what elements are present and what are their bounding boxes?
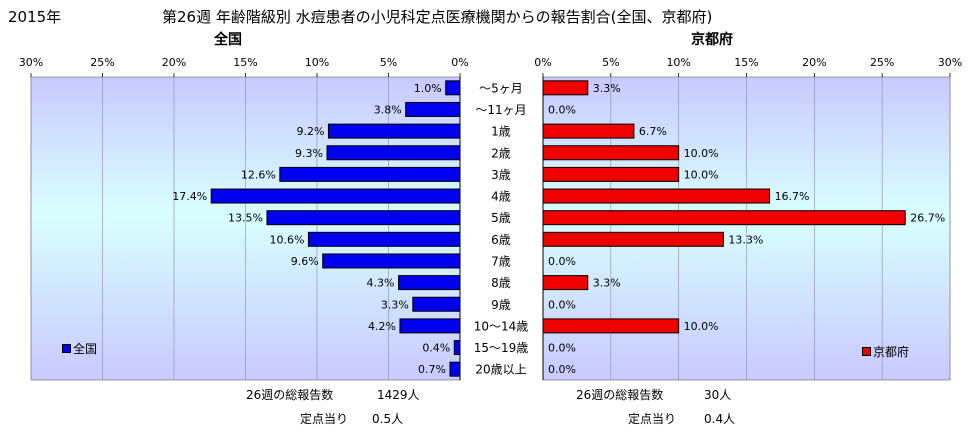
category-label: ～5ヶ月	[479, 81, 523, 95]
category-label: ～11ヶ月	[475, 103, 526, 117]
bar-national	[412, 296, 461, 312]
data-label-national: 3.8%	[374, 103, 402, 116]
category-label: 9歳	[491, 298, 511, 312]
data-label-kyoto: 10.0%	[684, 320, 719, 333]
kyoto-per-label: 定点当り	[628, 412, 677, 426]
bar-kyoto	[542, 231, 724, 247]
bar-national	[210, 188, 461, 204]
data-label-national: 9.6%	[291, 255, 319, 268]
data-label-national: 12.6%	[241, 168, 276, 181]
category-label: 7歳	[491, 254, 511, 268]
bar-national	[322, 253, 461, 269]
bar-kyoto	[542, 80, 589, 96]
data-label-kyoto: 0.0%	[548, 342, 576, 355]
chart-title: 第26週 年齢階級別 水痘患者の小児科定点医療機関からの報告割合(全国、京都府)	[162, 8, 713, 26]
tick-label-national: 30%	[19, 56, 43, 69]
category-label: 3歳	[491, 168, 511, 182]
data-label-national: 4.2%	[368, 320, 396, 333]
bar-national	[405, 101, 461, 117]
kyoto-per-value: 0.4人	[704, 412, 736, 426]
tick-label-kyoto: 10%	[666, 56, 690, 69]
year-label: 2015年	[8, 8, 62, 26]
bar-national	[449, 361, 461, 377]
data-label-national: 9.2%	[296, 125, 324, 138]
bar-national	[327, 123, 461, 139]
bar-national	[266, 210, 461, 226]
category-label: 2歳	[491, 146, 511, 160]
category-label: 6歳	[491, 233, 511, 247]
data-label-kyoto: 10.0%	[684, 168, 719, 181]
tick-label-national: 10%	[305, 56, 329, 69]
bar-kyoto	[542, 318, 680, 334]
bar-kyoto	[542, 210, 906, 226]
data-label-kyoto: 6.7%	[639, 125, 667, 138]
tick-label-kyoto: 20%	[802, 56, 826, 69]
national-total-value: 1429人	[377, 388, 420, 402]
category-label: 8歳	[491, 276, 511, 290]
data-label-national: 9.3%	[295, 147, 323, 160]
data-label-kyoto: 13.3%	[728, 233, 763, 246]
data-label-kyoto: 0.0%	[548, 298, 576, 311]
data-label-national: 1.0%	[414, 82, 442, 95]
category-label: 15～19歳	[474, 341, 529, 355]
category-label: 10～14歳	[474, 319, 529, 333]
data-label-kyoto: 0.0%	[548, 363, 576, 376]
data-label-kyoto: 3.3%	[593, 82, 621, 95]
data-label-national: 0.7%	[418, 363, 446, 376]
tick-label-national: 25%	[90, 56, 114, 69]
bar-national	[398, 275, 461, 291]
legend-kyoto: 京都府	[862, 343, 909, 360]
bar-national	[453, 340, 461, 356]
legend-label-national: 全国	[73, 342, 98, 356]
national-per-value: 0.5人	[372, 412, 404, 426]
data-label-national: 13.5%	[228, 212, 263, 225]
panel-title-national: 全国	[213, 31, 242, 48]
bar-national	[445, 80, 461, 96]
tick-label-kyoto: 5%	[602, 56, 619, 69]
panel-title-kyoto: 京都府	[691, 31, 733, 48]
tick-label-national: 20%	[162, 56, 186, 69]
data-label-kyoto: 10.0%	[684, 147, 719, 160]
category-label: 20歳以上	[475, 363, 526, 377]
tick-label-national: 15%	[233, 56, 257, 69]
legend-swatch-national	[62, 344, 71, 353]
legend-swatch-kyoto	[862, 347, 871, 356]
bar-national	[279, 166, 461, 182]
data-label-national: 0.4%	[422, 342, 450, 355]
bar-kyoto	[542, 166, 680, 182]
national-per-label: 定点当り	[300, 412, 349, 426]
data-label-kyoto: 3.3%	[593, 277, 621, 290]
tick-label-kyoto: 25%	[870, 56, 894, 69]
tick-label-national: 5%	[380, 56, 397, 69]
data-label-national: 17.4%	[172, 190, 207, 203]
bar-kyoto	[542, 123, 635, 139]
data-label-kyoto: 16.7%	[775, 190, 810, 203]
legend-label-kyoto: 京都府	[873, 345, 910, 359]
bar-national	[326, 145, 461, 161]
category-label: 1歳	[491, 125, 511, 139]
data-label-kyoto: 0.0%	[548, 103, 576, 116]
bar-kyoto	[542, 145, 680, 161]
data-label-national: 4.3%	[367, 277, 395, 290]
data-label-kyoto: 0.0%	[548, 255, 576, 268]
tick-label-national: 0%	[451, 56, 468, 69]
legend-national: 全国	[62, 340, 97, 357]
bar-kyoto	[542, 275, 589, 291]
kyoto-total-label: 26週の総報告数	[576, 388, 664, 402]
category-label: 5歳	[491, 211, 511, 225]
tick-label-kyoto: 30%	[938, 56, 962, 69]
national-total-label: 26週の総報告数	[246, 388, 334, 402]
bar-kyoto	[542, 188, 771, 204]
tick-label-kyoto: 0%	[534, 56, 551, 69]
tick-label-kyoto: 15%	[734, 56, 758, 69]
data-label-national: 10.6%	[269, 233, 304, 246]
kyoto-total-value: 30人	[704, 388, 732, 402]
data-label-national: 3.3%	[381, 298, 409, 311]
bar-national	[307, 231, 461, 247]
data-label-kyoto: 26.7%	[910, 212, 945, 225]
bar-national	[399, 318, 461, 334]
category-label: 4歳	[491, 190, 511, 204]
